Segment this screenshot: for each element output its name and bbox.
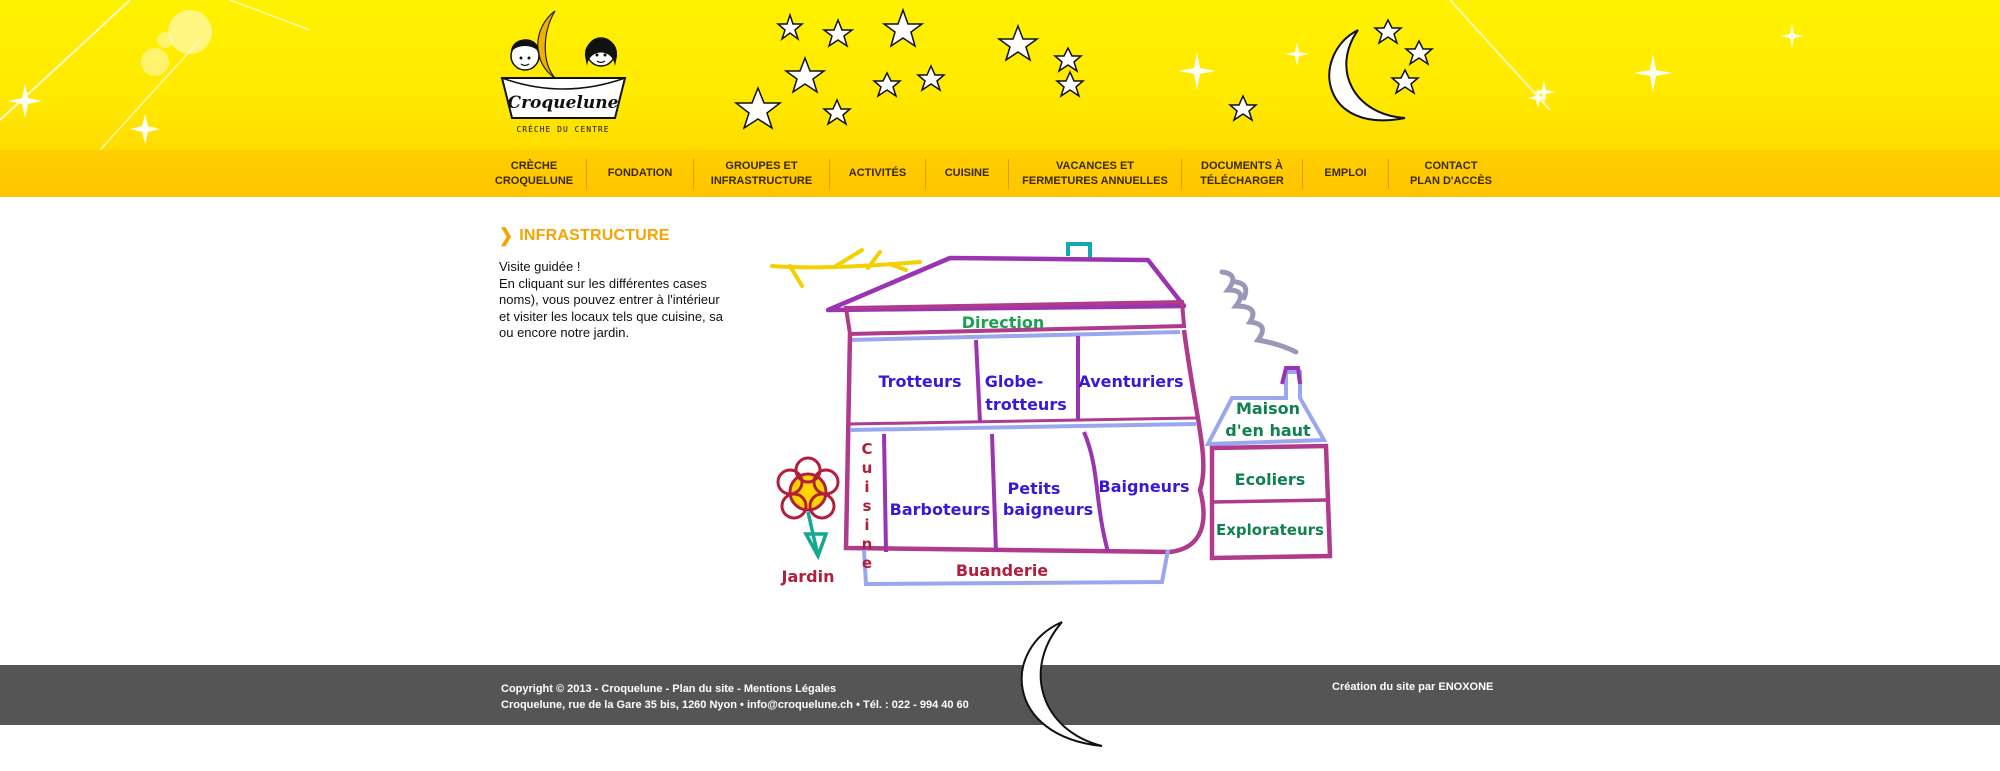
- intro-line: noms), vous pouvez entrer à l'intérieur: [499, 292, 720, 307]
- page-title: ❯ INFRASTRUCTURE: [499, 225, 670, 246]
- chevron-right-icon: ❯: [499, 225, 514, 246]
- intro-line: ou encore notre jardin.: [499, 325, 630, 340]
- room-jardin[interactable]: Jardin: [781, 567, 835, 586]
- nav-divider: [1181, 158, 1182, 189]
- site-header: Croquelune CRÈCHE DU CENTRE: [0, 0, 2000, 150]
- nav-contact-plan[interactable]: CONTACT PLAN D'ACCÈS: [1409, 159, 1493, 187]
- nav-documents[interactable]: DOCUMENTS À TÉLÉCHARGER: [1200, 159, 1284, 187]
- footer-info: Copyright © 2013 - Croquelune - Plan du …: [501, 681, 969, 713]
- nav-divider: [925, 158, 926, 189]
- legal-link[interactable]: Mentions Légales: [743, 683, 837, 695]
- room-barboteurs[interactable]: Barboteurs: [890, 500, 991, 519]
- nav-divider: [1302, 158, 1303, 189]
- nav-emploi[interactable]: EMPLOI: [1324, 167, 1367, 179]
- credit-link[interactable]: Création du site par ENOXONE: [1332, 681, 1494, 693]
- nav-vacances-fermetures[interactable]: VACANCES ET FERMETURES ANNUELLES: [1022, 159, 1168, 187]
- room-maison-en-haut-line2[interactable]: d'en haut: [1225, 421, 1311, 440]
- room-petits-baigneurs-line1[interactable]: Petits: [1008, 479, 1061, 498]
- moon-decoration: [1020, 621, 1103, 747]
- room-explorateurs[interactable]: Explorateurs: [1216, 521, 1324, 539]
- main-nav: CRÈCHE CROQUELUNE FONDATION GROUPES ET I…: [482, 150, 1513, 197]
- room-globe-trotteurs-line1[interactable]: Globe-: [985, 372, 1044, 391]
- room-ecoliers[interactable]: Ecoliers: [1235, 470, 1306, 489]
- room-baigneurs[interactable]: Baigneurs: [1099, 477, 1190, 496]
- intro-line: et visiter les locaux tels que cuisine, …: [499, 308, 723, 324]
- site-footer: Copyright © 2013 - Croquelune - Plan du …: [0, 665, 2000, 725]
- room-aventuriers[interactable]: Aventuriers: [1078, 372, 1183, 391]
- nav-activites[interactable]: ACTIVITÉS: [848, 167, 907, 179]
- nav-divider: [693, 158, 694, 189]
- page-title-text: INFRASTRUCTURE: [519, 227, 670, 244]
- room-trotteurs[interactable]: Trotteurs: [879, 372, 962, 391]
- email-link[interactable]: info@croquelune.ch: [746, 699, 854, 711]
- intro-line: En cliquant sur les différentes cases: [499, 275, 707, 291]
- infrastructure-house-map: Direction Trotteurs Globe- trotteurs Ave…: [770, 242, 1333, 587]
- room-globe-trotteurs-line2[interactable]: trotteurs: [985, 395, 1066, 414]
- nav-cuisine[interactable]: CUISINE: [944, 167, 990, 179]
- nav-groupes-infrastructure[interactable]: GROUPES ET INFRASTRUCTURE: [710, 159, 813, 187]
- logo-tagline: CRÈCHE DU CENTRE: [516, 123, 609, 134]
- intro-text: Visite guidée ! En cliquant sur les diff…: [499, 259, 738, 343]
- nav-divider: [1388, 158, 1389, 189]
- croquelune-logo[interactable]: Croquelune CRÈCHE DU CENTRE: [497, 8, 632, 136]
- room-petits-baigneurs-line2[interactable]: baigneurs: [1003, 500, 1093, 519]
- sitemap-link[interactable]: Plan du site: [672, 683, 735, 695]
- room-buanderie[interactable]: Buanderie: [956, 561, 1048, 580]
- footer-separator: -: [734, 683, 744, 695]
- nav-divider: [1008, 158, 1009, 189]
- nav-fondation[interactable]: FONDATION: [607, 167, 673, 179]
- footer-line-2: Croquelune, rue de la Gare 35 bis, 1260 …: [501, 697, 969, 713]
- phone-text: • Tél. : 022 - 994 40 60: [853, 699, 969, 711]
- nav-creche-croquelune[interactable]: CRÈCHE CROQUELUNE: [494, 159, 574, 187]
- nav-divider: [829, 158, 830, 189]
- footer-line-1: Copyright © 2013 - Croquelune - Plan du …: [501, 681, 969, 697]
- logo-name: Croquelune: [508, 93, 619, 113]
- copyright-text: Copyright © 2013 - Croquelune -: [501, 683, 673, 695]
- nav-divider: [586, 158, 587, 189]
- room-maison-en-haut-line1[interactable]: Maison: [1236, 399, 1300, 418]
- intro-line: Visite guidée !: [499, 259, 581, 274]
- room-cuisine[interactable]: Cuisine: [858, 440, 876, 573]
- address-text: Croquelune, rue de la Gare 35 bis, 1260 …: [501, 699, 747, 711]
- main-nav-bar: CRÈCHE CROQUELUNE FONDATION GROUPES ET I…: [0, 150, 2000, 197]
- room-direction[interactable]: Direction: [962, 313, 1045, 332]
- stars-decoration: [0, 0, 1804, 150]
